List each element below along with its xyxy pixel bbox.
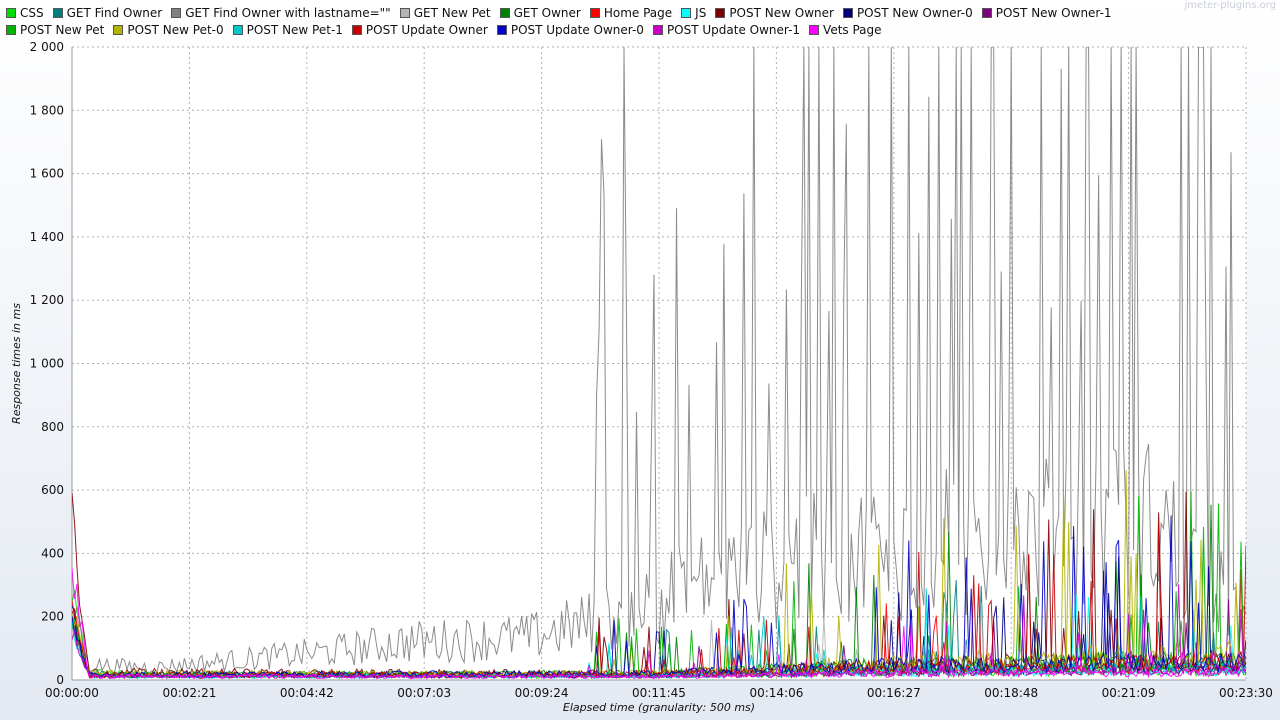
x-tick-label: 00:23:30 [1219,686,1273,700]
legend-item: POST New Owner-1 [981,5,1112,20]
series-line [72,47,1246,675]
y-tick-label: 0 [56,673,64,687]
legend-swatch [981,7,992,18]
legend-label: POST New Pet [20,22,105,37]
legend-swatch [171,7,182,18]
legend-label: POST New Pet-0 [127,22,224,37]
legend-item: POST Update Owner-1 [652,22,801,37]
y-tick-label: 1 400 [30,230,64,244]
legend-item: POST New Owner-0 [842,5,973,20]
legend-label: POST Update Owner [365,22,488,37]
y-tick-label: 200 [41,610,64,624]
legend-item: POST New Pet-1 [232,22,343,37]
y-tick-label: 2 000 [30,40,64,54]
legend-label: GET Find Owner with lastname="" [185,5,391,20]
legend-label: JS [695,5,707,20]
legend-label: GET Find Owner [66,5,163,20]
legend-label: GET New Pet [413,5,491,20]
legend-swatch [842,7,853,18]
legend-label: POST New Owner-1 [995,5,1112,20]
legend-swatch [351,24,362,35]
legend-label: POST Update Owner-1 [666,22,801,37]
legend-swatch [652,24,663,35]
series-line [72,584,1246,680]
x-tick-label: 00:16:27 [867,686,921,700]
y-tick-label: 1 000 [30,357,64,371]
legend-swatch [499,7,510,18]
legend-item: POST New Pet [6,22,104,37]
legend-label: GET Owner [513,5,581,20]
legend-swatch [113,24,124,35]
y-tick-label: 1 800 [30,103,64,117]
x-tick-label: 00:18:48 [984,686,1038,700]
series-line [72,568,1246,680]
y-tick-label: 1 600 [30,167,64,181]
x-axis-title: Elapsed time (granularity: 500 ms) [563,701,755,714]
legend-swatch [809,24,820,35]
legend-item: GET Find Owner [52,5,163,20]
legend-item: GET New Pet [399,5,491,20]
legend-item: POST New Pet-0 [113,22,224,37]
x-tick-label: 00:21:09 [1102,686,1156,700]
legend-swatch [232,24,243,35]
legend-label: POST Update Owner-0 [510,22,644,37]
legend-item: JS [681,5,706,20]
x-tick-label: 00:07:03 [397,686,451,700]
legend-swatch [496,24,507,35]
legend-swatch [6,24,16,35]
legend-swatch [52,7,63,18]
series-line [72,523,1246,679]
legend-item: Vets Page [809,22,882,37]
watermark: jmeter-plugins.org [1184,0,1276,11]
y-axis-title: Response times in ms [10,303,23,424]
legend-item: GET Find Owner with lastname="" [171,5,391,20]
legend-swatch [681,7,692,18]
legend-item: Home Page [589,5,673,20]
x-tick-label: 00:04:42 [280,686,334,700]
x-tick-label: 00:14:06 [749,686,803,700]
legend-label: POST New Owner-0 [856,5,973,20]
legend-item: POST New Owner [715,5,834,20]
y-tick-label: 800 [41,420,64,434]
legend-item: POST Update Owner [351,22,488,37]
x-tick-label: 00:11:45 [632,686,686,700]
legend-label: Home Page [603,5,673,20]
y-tick-label: 600 [41,483,64,497]
y-tick-label: 1 200 [30,293,64,307]
legend-label: Vets Page [823,22,882,37]
x-tick-label: 00:02:21 [162,686,216,700]
x-tick-label: 00:00:00 [45,686,99,700]
legend-label: POST New Pet-1 [246,22,343,37]
legend-item: GET Owner [499,5,581,20]
legend-swatch [589,7,600,18]
series-group [72,47,1246,680]
legend-swatch [715,7,726,18]
legend-item: CSS [6,5,44,20]
legend-label: POST New Owner [729,5,834,20]
y-tick-label: 400 [41,546,64,560]
legend-swatch [6,7,16,18]
x-tick-label: 00:09:24 [515,686,569,700]
legend-item: POST Update Owner-0 [496,22,644,37]
legend-swatch [399,7,410,18]
legend-label: CSS [20,5,44,20]
chart-legend: CSS GET Find Owner GET Find Owner with las… [6,5,1186,37]
